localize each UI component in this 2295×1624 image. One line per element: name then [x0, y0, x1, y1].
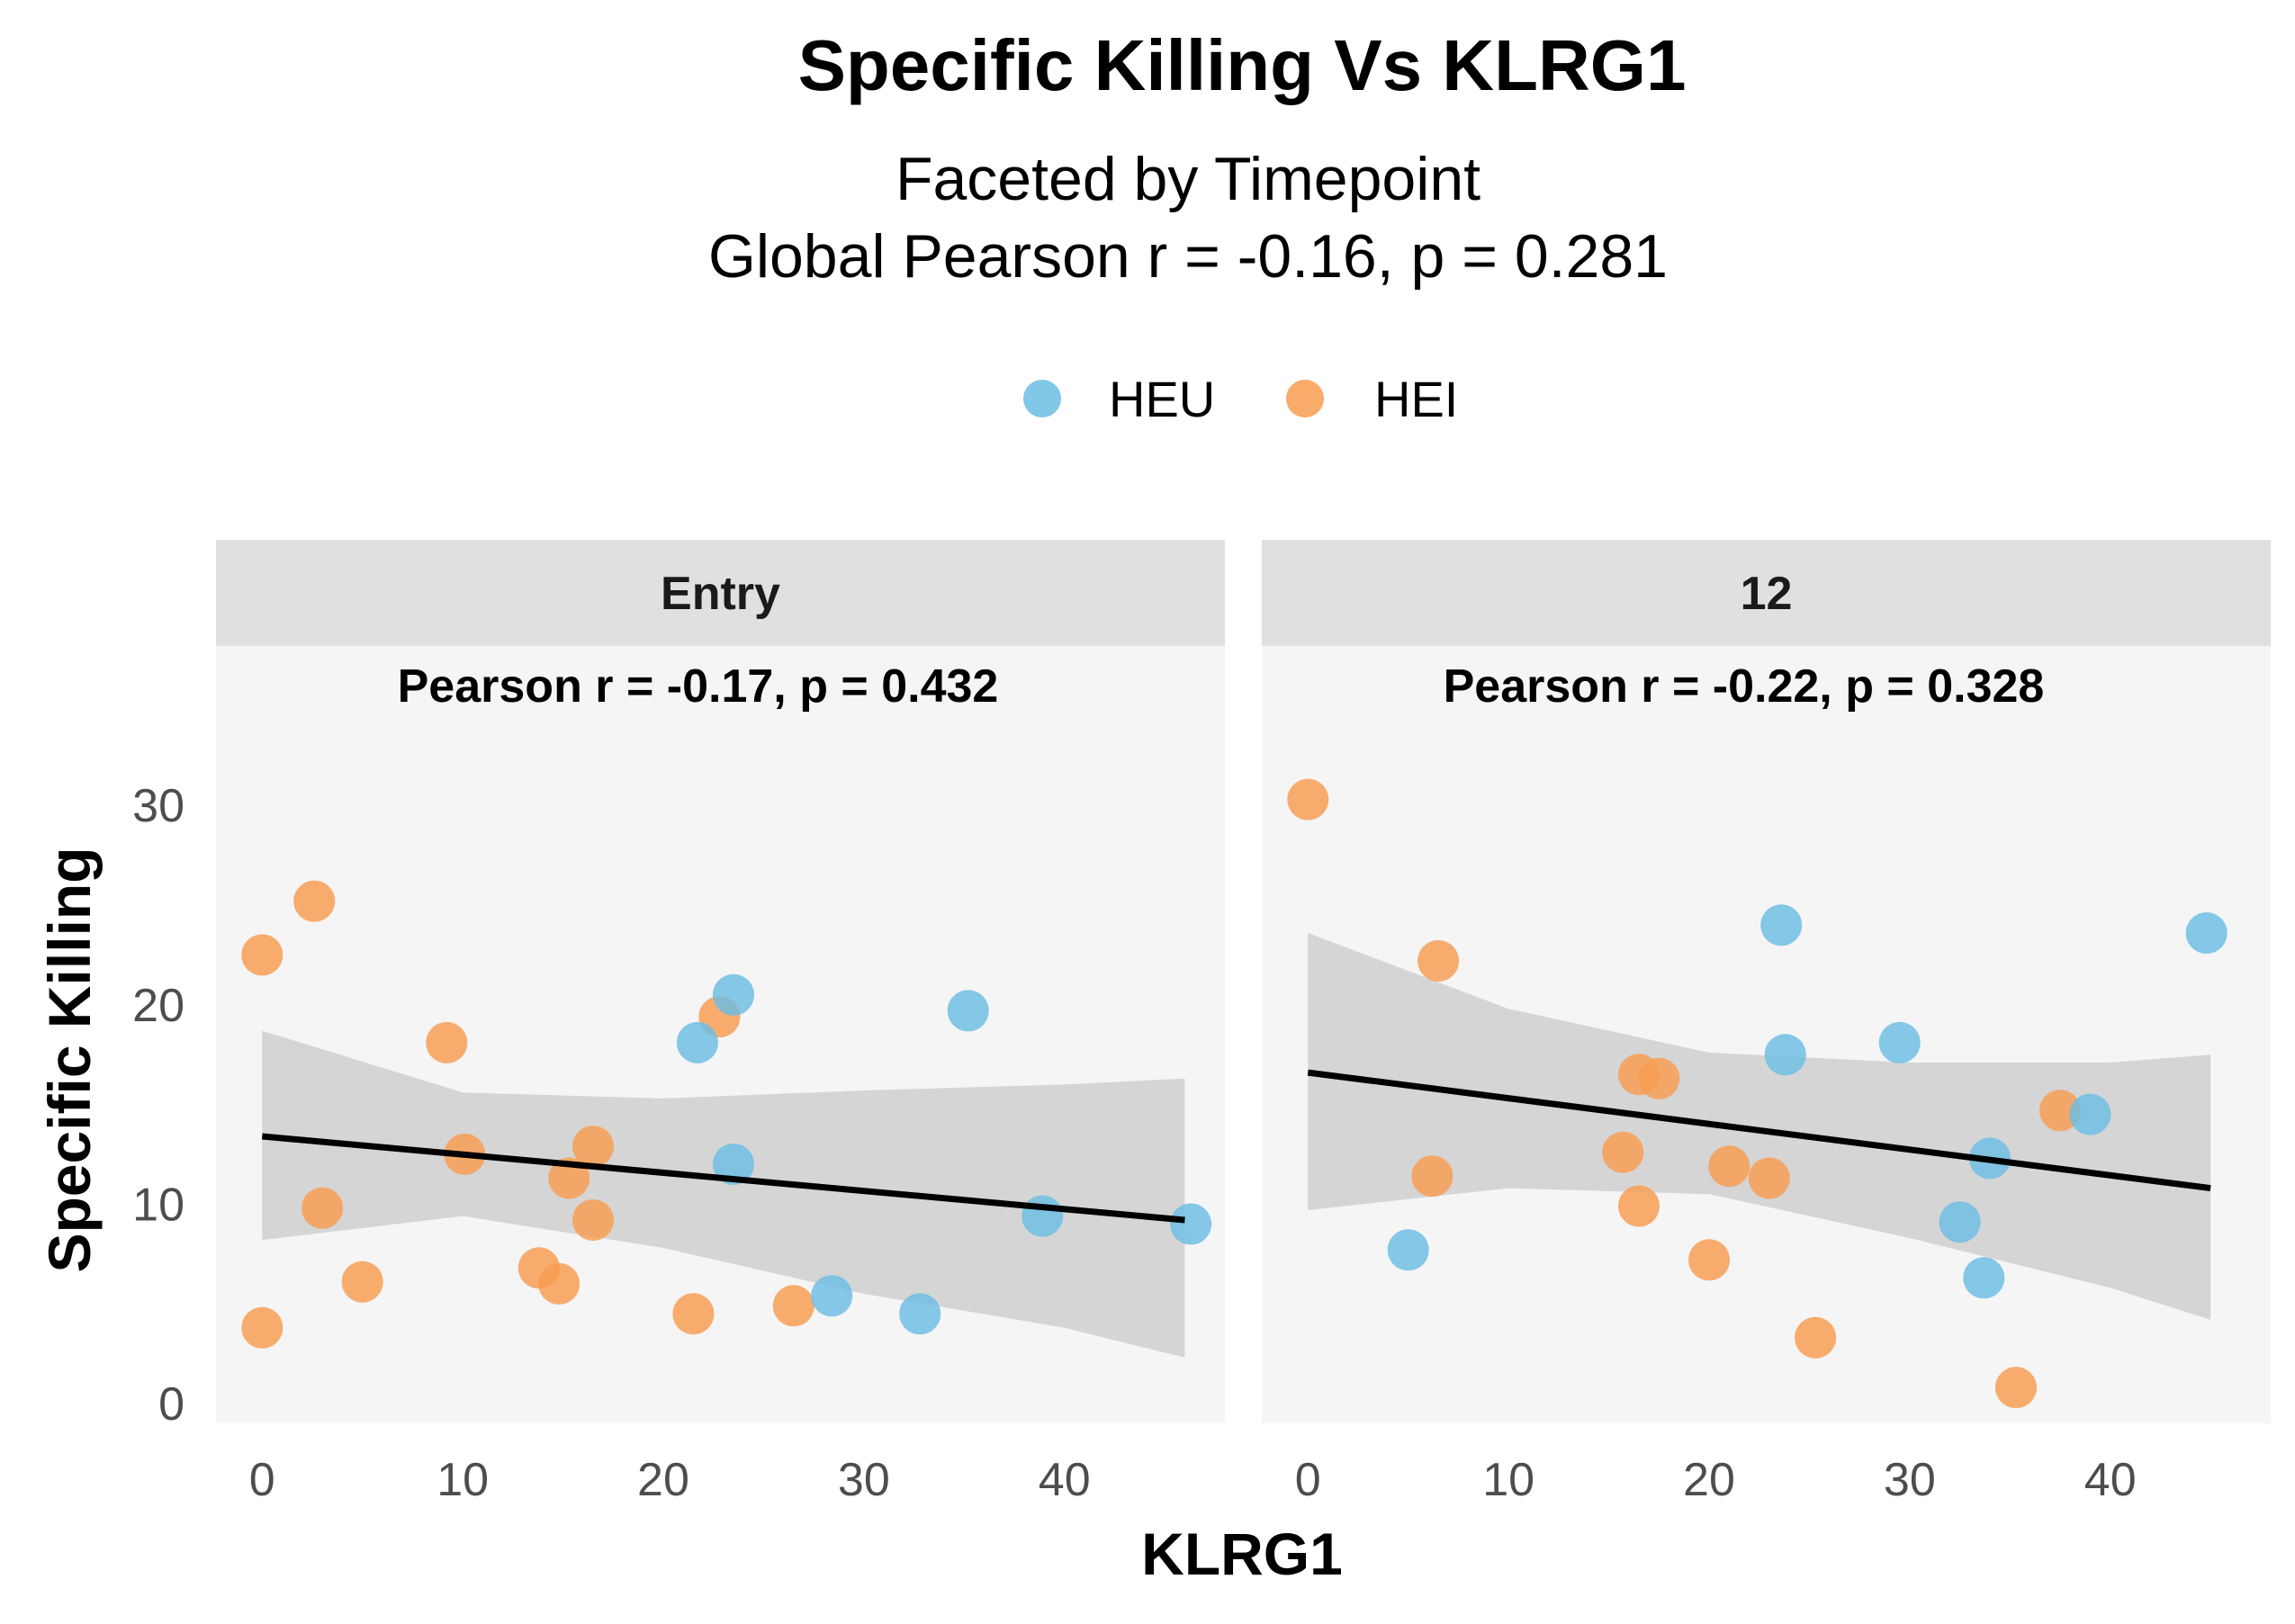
facet-entry-point-heu-17: [713, 1144, 754, 1185]
facet-entry-point-hei-3: [302, 1187, 344, 1229]
facet-entry-point-hei-1: [293, 880, 336, 922]
facet-entry-strip: [216, 540, 1225, 646]
facet-12-point-heu-14: [1760, 904, 1803, 947]
facet-12-point-heu-17: [1939, 1201, 1981, 1243]
facet-12-point-hei-12: [2039, 1090, 2081, 1132]
facet-12-point-hei-1: [1418, 940, 1460, 982]
facet-12-annotation: Pearson r = -0.22, p = 0.328: [1444, 660, 2045, 713]
facet-12-x-tick-label-20: 20: [1683, 1454, 1735, 1506]
facet-entry-point-hei-14: [772, 1285, 814, 1327]
facet-entry-x-tick-label-20: 20: [637, 1454, 689, 1506]
facet-12-point-heu-15: [1764, 1034, 1806, 1076]
facet-entry-point-hei-10: [572, 1126, 614, 1168]
facet-entry-x-tick-label-10: 10: [436, 1454, 489, 1506]
facet-12-point-hei-7: [1688, 1239, 1730, 1281]
facet-entry-point-hei-0: [241, 934, 284, 976]
facet-entry-x-tick-label-30: 30: [838, 1454, 890, 1506]
facet-entry-x-tick-label-40: 40: [1039, 1454, 1091, 1506]
facet-entry-point-hei-12: [672, 1293, 715, 1335]
y-tick-label-20: 20: [132, 980, 184, 1032]
y-tick-label-30: 30: [132, 780, 184, 832]
facet-entry-point-heu-19: [899, 1293, 941, 1335]
y-tick-label-0: 0: [158, 1378, 184, 1431]
facet-entry-fit-line: [261, 1133, 1185, 1224]
facet-12-point-hei-2: [1411, 1155, 1454, 1198]
facet-12-strip: [1262, 540, 2271, 646]
facet-12-point-heu-18: [1963, 1257, 2005, 1299]
facet-12-point-hei-11: [1995, 1367, 2037, 1409]
facet-12-point-hei-5: [1602, 1131, 1644, 1173]
facet-entry-point-hei-11: [572, 1199, 614, 1241]
facet-entry-confidence-band: [262, 1030, 1185, 1358]
chart-title: Specific Killing Vs KLRG1: [798, 25, 1687, 105]
facet-12-point-hei-6: [1618, 1185, 1660, 1227]
facet-12-x-tick-label-30: 30: [1884, 1454, 1936, 1506]
legend-label-heu: HEU: [1109, 371, 1215, 427]
facet-entry-point-hei-4: [341, 1261, 383, 1303]
facet-12-point-heu-13: [1387, 1229, 1429, 1271]
facet-12-x-tick-label-10: 10: [1482, 1454, 1534, 1506]
facet-entry: Entry Pearson r = -0.17, p = 0.432 0 10 20 30…: [216, 540, 1225, 1506]
facet-entry-strip-label: Entry: [661, 568, 780, 620]
legend: HEU HEI: [1023, 371, 1458, 427]
chart-subtitle-line-2: Global Pearson r = -0.16, p = 0.281: [708, 222, 1668, 291]
facet-entry-point-heu-21: [1022, 1195, 1064, 1237]
legend-label-hei: HEI: [1374, 371, 1458, 427]
facet-12-point-hei-9: [1748, 1157, 1790, 1199]
facet-12-x-tick-label-40: 40: [2084, 1454, 2137, 1506]
facet-12-x-tick-label-0: 0: [1295, 1454, 1321, 1506]
facet-entry-point-heu-16: [713, 974, 754, 1016]
facet-entry-annotation: Pearson r = -0.17, p = 0.432: [398, 660, 999, 713]
facet-entry-x-tick-label-0: 0: [249, 1454, 275, 1506]
facet-entry-point-heu-15: [676, 1021, 718, 1063]
facet-12-point-hei-4: [1638, 1057, 1680, 1099]
facet-entry-point-hei-5: [426, 1021, 468, 1063]
legend-key-heu: [1023, 380, 1061, 417]
facet-entry-point-heu-22: [1170, 1203, 1212, 1245]
facet-12-point-heu-21: [2185, 912, 2228, 954]
facet-12-point-hei-10: [1795, 1316, 1837, 1359]
facet-12-point-heu-16: [1878, 1021, 1921, 1063]
facet-12-point-hei-0: [1287, 778, 1329, 821]
facet-12: 12 Pearson r = -0.22, p = 0.328 0 10 20 30 40: [1262, 540, 2271, 1506]
facet-12-confidence-band: [1308, 933, 2211, 1320]
facets-layer: Entry Pearson r = -0.17, p = 0.432 0 10 20 30…: [132, 540, 2271, 1506]
facet-entry-point-heu-20: [947, 990, 989, 1032]
chart-subtitle-line-1: Faceted by Timepoint: [896, 145, 1480, 213]
facet-12-point-hei-8: [1708, 1145, 1750, 1188]
legend-key-hei: [1286, 380, 1324, 417]
facet-12-point-heu-20: [2069, 1093, 2111, 1135]
facet-12-strip-label: 12: [1741, 568, 1793, 620]
facet-12-fit-line: [1307, 1069, 2211, 1192]
y-axis-title: Specific Killing: [36, 847, 103, 1272]
facet-entry-point-hei-2: [241, 1306, 284, 1349]
y-tick-label-10: 10: [132, 1179, 184, 1231]
facet-entry-point-hei-8: [538, 1262, 580, 1305]
x-axis-title: KLRG1: [1141, 1521, 1343, 1587]
facet-entry-point-heu-18: [811, 1275, 853, 1317]
